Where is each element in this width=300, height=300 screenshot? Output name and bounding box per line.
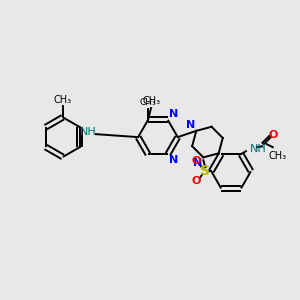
Text: O: O <box>192 156 201 166</box>
Text: CH₃: CH₃ <box>140 98 156 107</box>
Text: CH₃: CH₃ <box>143 96 161 106</box>
Text: O: O <box>268 130 278 140</box>
Text: N: N <box>169 155 178 165</box>
Text: N: N <box>186 120 195 130</box>
Text: O: O <box>192 176 201 186</box>
Text: CH₃: CH₃ <box>54 95 72 105</box>
Text: S: S <box>200 164 210 178</box>
Text: NH: NH <box>250 144 267 154</box>
Text: N: N <box>169 109 178 119</box>
Text: CH₃: CH₃ <box>268 151 287 161</box>
Text: NH: NH <box>80 127 96 137</box>
Text: N: N <box>193 158 203 168</box>
